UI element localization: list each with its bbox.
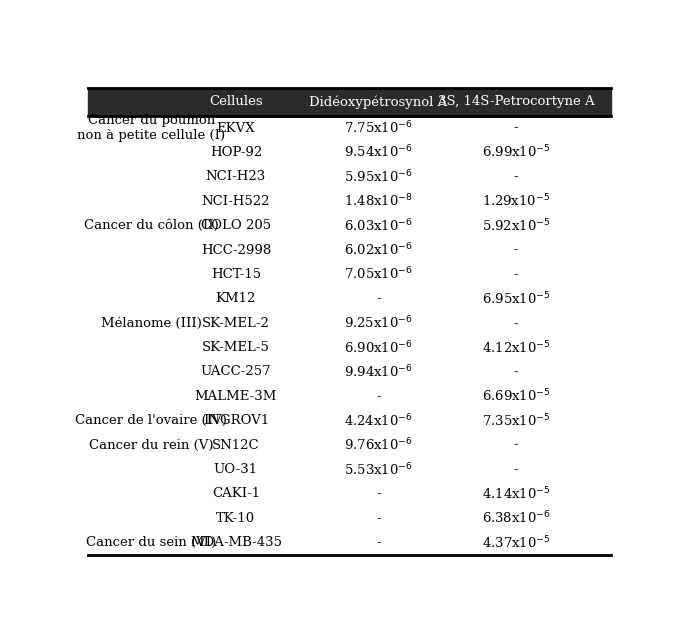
Text: 5.53x10$^{-6}$: 5.53x10$^{-6}$ (344, 461, 413, 478)
Text: 5.95x10$^{-6}$: 5.95x10$^{-6}$ (344, 169, 413, 185)
Text: -: - (514, 438, 518, 452)
Text: Cancer du rein (V): Cancer du rein (V) (89, 438, 213, 452)
Text: HCC-2998: HCC-2998 (201, 244, 271, 256)
Text: NCI-H23: NCI-H23 (206, 170, 266, 183)
Text: -: - (514, 244, 518, 256)
Text: HOP-92: HOP-92 (210, 146, 262, 159)
Text: 7.05x10$^{-6}$: 7.05x10$^{-6}$ (344, 266, 413, 283)
Text: -: - (514, 122, 518, 135)
Text: HCT-15: HCT-15 (211, 268, 261, 281)
Text: 7.35x10$^{-5}$: 7.35x10$^{-5}$ (481, 413, 550, 429)
Text: Cancer du sein (VI): Cancer du sein (VI) (86, 536, 216, 549)
Text: 9.94x10$^{-6}$: 9.94x10$^{-6}$ (344, 364, 413, 381)
Text: 4.37x10$^{-5}$: 4.37x10$^{-5}$ (481, 534, 550, 551)
Text: MALME-3M: MALME-3M (194, 390, 277, 403)
Text: SK-MEL-5: SK-MEL-5 (202, 341, 270, 354)
Text: 6.90x10$^{-6}$: 6.90x10$^{-6}$ (344, 340, 413, 356)
Text: 4.24x10$^{-6}$: 4.24x10$^{-6}$ (344, 413, 413, 429)
Text: Cellules: Cellules (209, 95, 263, 108)
Text: Didéoxypétrosynol A: Didéoxypétrosynol A (310, 95, 447, 108)
Text: -: - (514, 317, 518, 329)
Text: -: - (514, 365, 518, 379)
Text: 4.12x10$^{-5}$: 4.12x10$^{-5}$ (481, 340, 550, 356)
Text: -: - (376, 512, 381, 525)
Text: -: - (514, 170, 518, 183)
Text: -: - (376, 488, 381, 500)
Text: 7.75x10$^{-6}$: 7.75x10$^{-6}$ (344, 120, 413, 136)
Text: Cancer du poumon
non à petite cellule (I): Cancer du poumon non à petite cellule (I… (77, 114, 225, 142)
Text: 6.99x10$^{-5}$: 6.99x10$^{-5}$ (481, 144, 550, 161)
Text: NCI-H522: NCI-H522 (202, 195, 270, 208)
Text: 6.38x10$^{-6}$: 6.38x10$^{-6}$ (481, 510, 550, 527)
Text: INGROV1: INGROV1 (203, 415, 269, 427)
Text: CAKI-1: CAKI-1 (212, 488, 260, 500)
Text: -: - (376, 390, 381, 403)
Text: 6.03x10$^{-6}$: 6.03x10$^{-6}$ (344, 217, 413, 234)
Text: MDA-MB-435: MDA-MB-435 (190, 536, 282, 549)
Text: 1.48x10$^{-8}$: 1.48x10$^{-8}$ (344, 193, 413, 210)
Text: -: - (376, 292, 381, 306)
Text: COLO 205: COLO 205 (201, 219, 271, 232)
Text: UACC-257: UACC-257 (201, 365, 271, 379)
Text: TK-10: TK-10 (216, 512, 256, 525)
Text: SK-MEL-2: SK-MEL-2 (202, 317, 270, 329)
Text: 3S, 14S-Petrocortyne A: 3S, 14S-Petrocortyne A (438, 95, 594, 108)
Text: 9.76x10$^{-6}$: 9.76x10$^{-6}$ (344, 437, 413, 454)
Text: -: - (514, 463, 518, 476)
Text: 9.54x10$^{-6}$: 9.54x10$^{-6}$ (344, 144, 413, 161)
Text: EKVX: EKVX (217, 122, 255, 135)
Text: 5.92x10$^{-5}$: 5.92x10$^{-5}$ (481, 217, 550, 234)
Text: 4.14x10$^{-5}$: 4.14x10$^{-5}$ (481, 486, 550, 502)
Text: 6.69x10$^{-5}$: 6.69x10$^{-5}$ (481, 388, 550, 404)
Text: Cancer du côlon (II): Cancer du côlon (II) (84, 219, 219, 232)
Bar (88, 88, 611, 116)
Text: Cancer de l'ovaire (IV): Cancer de l'ovaire (IV) (76, 415, 227, 427)
Text: 9.25x10$^{-6}$: 9.25x10$^{-6}$ (344, 315, 413, 331)
Text: 6.95x10$^{-5}$: 6.95x10$^{-5}$ (481, 290, 550, 307)
Text: 6.02x10$^{-6}$: 6.02x10$^{-6}$ (344, 242, 413, 258)
Text: 1.29x10$^{-5}$: 1.29x10$^{-5}$ (482, 193, 550, 210)
Text: UO-31: UO-31 (214, 463, 258, 476)
Text: -: - (376, 536, 381, 549)
Text: KM12: KM12 (216, 292, 256, 306)
Text: Mélanome (III): Mélanome (III) (101, 317, 202, 329)
Text: SN12C: SN12C (212, 438, 260, 452)
Text: -: - (514, 268, 518, 281)
